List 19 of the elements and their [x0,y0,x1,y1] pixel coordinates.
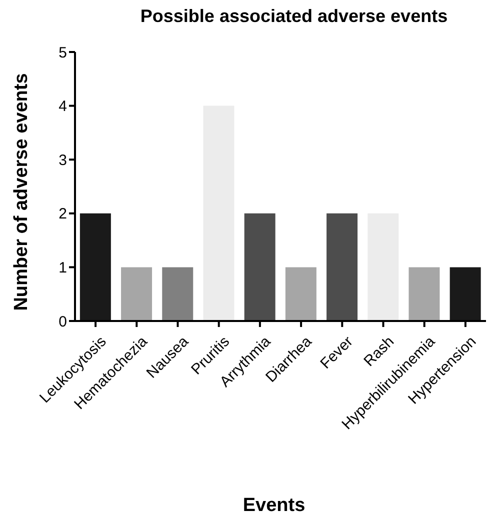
bar [121,267,152,321]
y-tick-label: 2 [58,206,67,223]
bar [203,106,234,321]
y-tick-label: 1 [58,260,67,277]
y-tick-label: 5 [58,44,67,62]
bar [285,267,316,321]
y-axis-title: Number of adverse events [11,73,33,311]
y-tick-label: 3 [58,152,67,169]
bar [368,213,399,321]
x-axis-title: Events [242,495,306,517]
y-tick-label: 0 [58,313,67,330]
bar [162,267,194,321]
bar [408,267,440,321]
bar [326,213,358,321]
bar [450,267,481,321]
bar [80,213,111,321]
bar [244,213,276,321]
chart-title: Possible associated adverse events [139,6,449,27]
y-tick-label: 4 [58,98,67,116]
